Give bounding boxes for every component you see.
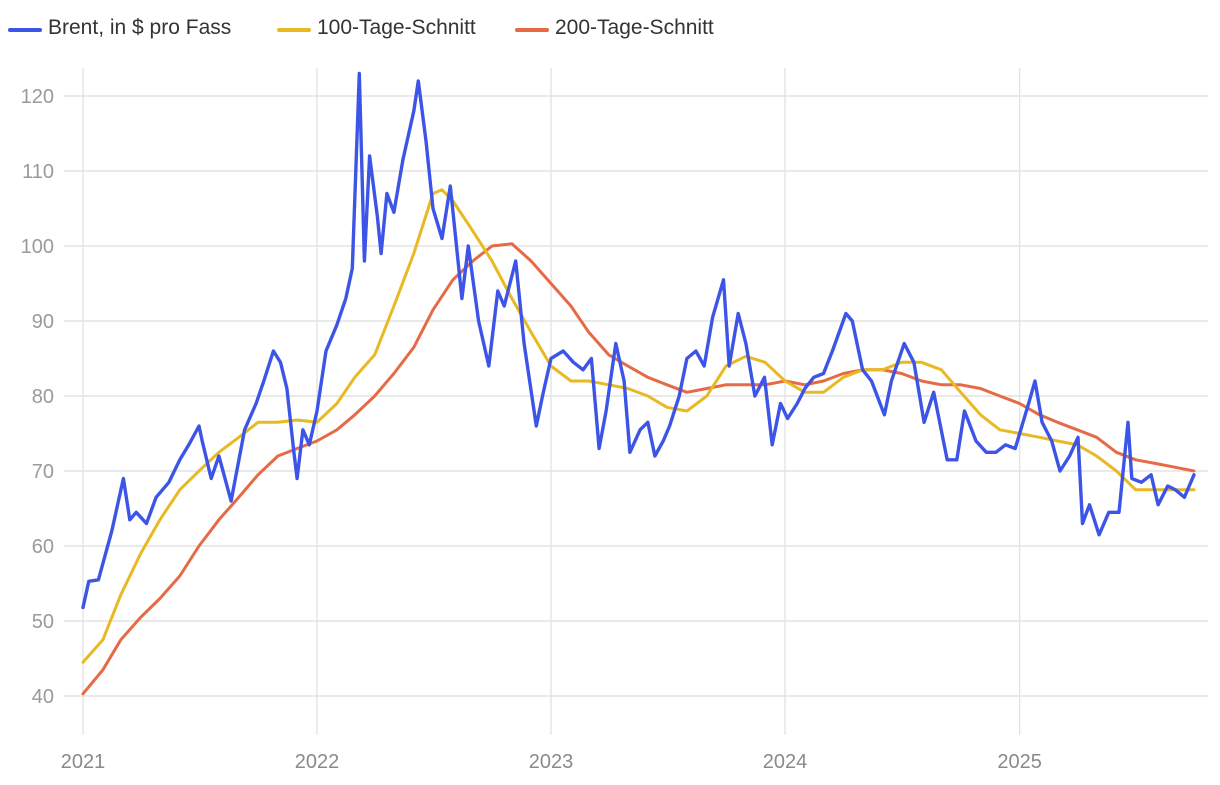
- x-tick-label: 2025: [997, 751, 1042, 773]
- y-tick-label: 50: [32, 611, 54, 633]
- x-tick-label: 2024: [763, 751, 808, 773]
- series-line-1: [81, 188, 1196, 664]
- x-tick-label: 2021: [61, 751, 106, 773]
- x-tick-label: 2022: [295, 751, 340, 773]
- y-tick-label: 70: [32, 461, 54, 483]
- x-tick-label: 2023: [529, 751, 574, 773]
- y-tick-label: 40: [32, 686, 54, 708]
- y-tick-label: 60: [32, 536, 54, 558]
- x-axis: 2021 2022 2023 2024 2025: [61, 751, 1042, 773]
- y-tick-label: 120: [21, 86, 54, 108]
- y-tick-label: 80: [32, 386, 54, 408]
- gridlines: [64, 68, 1208, 735]
- y-tick-label: 100: [21, 236, 54, 258]
- y-axis: 40 50 60 70 80 90 100 110 120: [21, 86, 54, 708]
- series-line-2: [81, 242, 1196, 696]
- legend-label-2: 200-Tage-Schnitt: [555, 16, 714, 39]
- legend-label-0: Brent, in $ pro Fass: [48, 16, 231, 39]
- series-group: [81, 71, 1196, 696]
- y-tick-label: 110: [22, 161, 54, 183]
- legend-label-1: 100-Tage-Schnitt: [317, 16, 476, 39]
- series-line-0: [81, 71, 1196, 610]
- y-tick-label: 90: [32, 311, 54, 333]
- legend: Brent, in $ pro Fass 100-Tage-Schnitt 200-…: [8, 16, 714, 39]
